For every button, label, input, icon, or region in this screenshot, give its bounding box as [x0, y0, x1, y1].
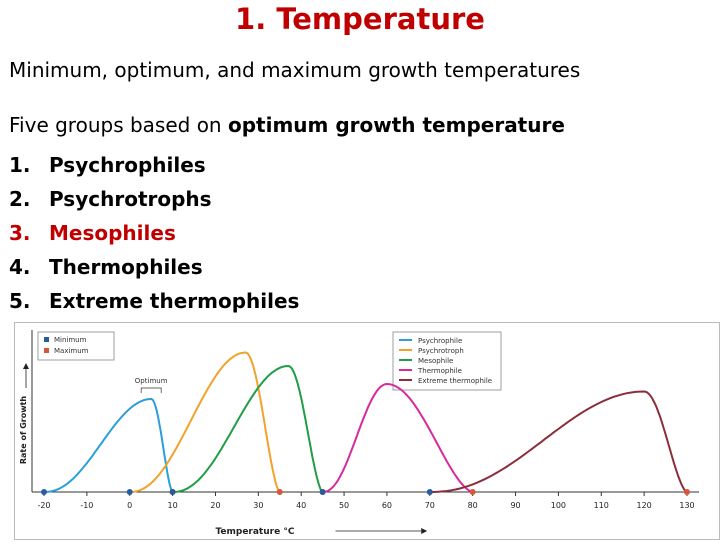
group-label: Mesophiles [49, 221, 176, 245]
series-legend-label: Psychrotroph [418, 347, 464, 355]
optimum-annotation: Optimum [135, 377, 168, 385]
x-tick-label: 60 [382, 501, 392, 510]
x-tick-label: 110 [594, 501, 609, 510]
group-item: 4. Thermophiles [9, 250, 299, 284]
x-tick-label: 40 [296, 501, 306, 510]
group-item: 2. Psychrotrophs [9, 182, 299, 216]
growth-curve [172, 364, 324, 493]
group-label: Extreme thermophiles [49, 289, 300, 313]
group-number: 5. [9, 289, 31, 313]
growth-chart: Rate of Growth -20 -10 0 10 20 30 40 50 60 70 80 90 1… [14, 322, 720, 540]
x-axis-arrowhead [421, 528, 428, 534]
marker-legend: Minimum Maximum [37, 331, 115, 361]
figure-frame [14, 322, 720, 540]
intro-line: Five groups based on optimum growth temp… [9, 113, 565, 137]
series-legend: Psychrophile Psychrotroph Mesophile Thermop… [392, 331, 502, 391]
minimum-marker [41, 489, 47, 495]
group-number: 3. [9, 221, 31, 245]
marker-legend-swatch [44, 337, 49, 342]
growth-curve [429, 390, 688, 493]
minimum-marker [319, 489, 326, 495]
group-label: Psychrotrophs [49, 187, 212, 211]
x-tick-label: 70 [425, 501, 435, 510]
groups-list: 1. Psychrophiles 2. Psychrotrophs 3. Mesoph… [9, 148, 299, 318]
marker-legend-label: Minimum [54, 336, 87, 344]
x-tick-label: 30 [253, 501, 263, 510]
slide-subtitle: Minimum, optimum, and maximum growth tem… [9, 58, 581, 82]
series-legend-label: Thermophile [417, 367, 462, 375]
x-tick-label: 90 [510, 501, 520, 510]
x-tick-label: -10 [80, 501, 93, 510]
y-axis-arrowhead [23, 363, 29, 369]
group-number: 2. [9, 187, 31, 211]
series-legend-label: Extreme thermophile [418, 377, 492, 385]
marker-legend-box [37, 331, 115, 361]
x-tick-label: 130 [679, 501, 694, 510]
maximum-marker [684, 489, 690, 495]
x-tick-label: 0 [127, 501, 132, 510]
series-legend-label: Mesophile [418, 357, 453, 365]
x-tick-label: 10 [168, 501, 178, 510]
optimum-bracket [140, 387, 162, 393]
x-tick-label: -20 [37, 501, 50, 510]
y-axis-label: Rate of Growth [19, 396, 28, 465]
maximum-marker [276, 489, 283, 495]
maximum-marker [469, 489, 476, 495]
marker-legend-swatch [44, 348, 49, 353]
x-tick-label: 50 [339, 501, 349, 510]
x-axis-label: Temperature °C [215, 527, 294, 537]
group-number: 4. [9, 255, 31, 279]
minimum-marker [126, 489, 133, 495]
growth-curve [129, 351, 281, 493]
minimum-marker [426, 489, 433, 495]
x-tick-label: 20 [210, 501, 220, 510]
x-tick-label: 120 [636, 501, 651, 510]
group-item: 3. Mesophiles [9, 216, 299, 250]
group-item: 5. Extreme thermophiles [9, 284, 299, 318]
minimum-marker [169, 489, 176, 495]
intro-prefix: Five groups based on [9, 113, 228, 137]
series-legend-label: Psychrophile [418, 337, 462, 345]
growth-curve [44, 397, 174, 493]
slide-title: 1. Temperature [235, 2, 485, 36]
group-number: 1. [9, 153, 31, 177]
growth-curve [322, 382, 474, 493]
growth-figure: Rate of Growth -20 -10 0 10 20 30 40 50 60 70 80 90 1… [14, 322, 720, 540]
marker-legend-label: Maximum [54, 347, 89, 355]
x-tick-label: 100 [551, 501, 566, 510]
intro-bold: optimum growth temperature [227, 113, 565, 137]
group-item: 1. Psychrophiles [9, 148, 299, 182]
group-label: Psychrophiles [49, 153, 206, 177]
group-label: Thermophiles [49, 255, 203, 279]
x-tick-label: 80 [468, 501, 478, 510]
